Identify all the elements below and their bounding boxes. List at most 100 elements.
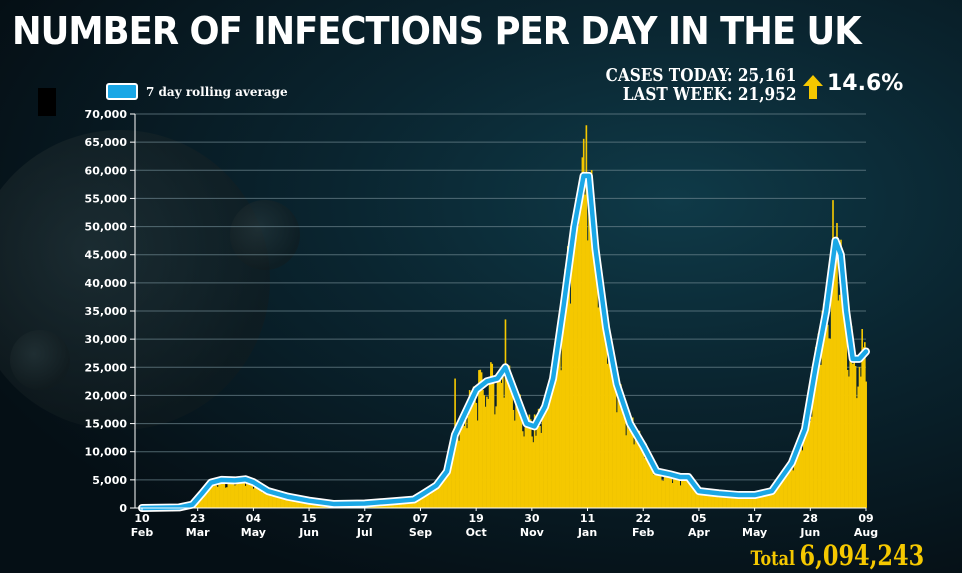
daily-bar [556,357,559,508]
daily-bar [573,208,576,508]
daily-bar [799,433,801,508]
daily-bar [238,483,240,508]
total-value: 6,094,243 [799,539,924,572]
daily-bar [466,428,468,508]
daily-bar [541,416,544,508]
daily-bar [308,502,311,508]
change-percent: 14.6% [827,71,904,96]
daily-bar [850,326,853,508]
x-tick-day: 22 [636,512,651,525]
daily-bar [540,432,543,508]
legend-swatch [106,83,138,100]
daily-bar [670,477,673,508]
daily-bar [564,268,566,508]
daily-bar [565,264,568,508]
daily-bar [219,482,222,508]
daily-bar [426,492,429,508]
daily-bar [471,395,474,508]
x-tick-month: Jul [356,526,373,539]
daily-bar [293,498,296,508]
daily-bar [525,418,528,508]
legend-label: 7 day rolling average [146,84,288,99]
daily-bar [531,436,533,508]
arrow-up-icon [803,75,823,99]
daily-bar [828,338,830,508]
daily-bar [239,482,242,508]
daily-bar [232,481,235,508]
daily-bar [262,492,264,508]
daily-bar [285,494,288,508]
daily-bar [304,500,307,508]
daily-bar [581,157,584,508]
daily-bar [601,317,604,508]
daily-bar [715,494,718,508]
daily-bar [296,497,299,508]
daily-bar [637,441,639,508]
y-tick-label: 10,000 [85,446,128,459]
daily-bar [281,497,284,508]
daily-bar [727,497,730,508]
daily-bar [626,415,629,508]
daily-bar [291,500,293,508]
daily-bar [688,480,691,508]
daily-bar [206,492,208,508]
daily-bar [735,497,738,508]
x-tick-day: 30 [524,512,540,525]
daily-bar [211,481,214,508]
daily-bar [596,274,598,508]
daily-bar [269,493,272,508]
daily-bar [450,454,452,508]
daily-bar [439,484,442,508]
daily-bar [658,471,661,508]
daily-bar [240,478,243,508]
daily-bar [837,300,840,508]
daily-bar [710,491,712,508]
daily-bar [475,402,478,508]
daily-bar [309,502,312,508]
daily-bar [609,354,612,508]
daily-bar [844,307,846,508]
y-tick-label: 25,000 [85,361,128,374]
daily-bar [773,489,776,508]
daily-bar [841,302,844,508]
daily-bar [523,436,525,508]
daily-bar [629,413,631,508]
daily-bar [620,384,622,508]
daily-bar [780,482,783,508]
daily-bar [600,285,602,508]
daily-bar [720,492,723,508]
daily-bar [460,415,463,508]
daily-bar [740,494,743,508]
daily-bar [513,420,516,508]
black-marker [38,88,56,116]
daily-bar [797,447,800,508]
daily-bar [726,494,728,508]
daily-bar [647,463,650,508]
daily-bar [512,409,515,508]
daily-bar [829,338,832,508]
daily-bar [724,495,727,508]
daily-bar [747,494,749,508]
daily-bar [504,319,507,508]
daily-bar [543,410,545,508]
daily-bar [590,170,593,508]
daily-bar [276,495,279,508]
daily-bar [210,480,212,508]
daily-bar [714,494,716,508]
daily-bar [284,495,287,508]
daily-bar [722,492,724,508]
daily-bar [857,386,860,508]
daily-bar [582,138,585,508]
y-tick-label: 45,000 [85,249,128,262]
total-cases: Total 6,094,243 [750,542,924,570]
daily-bar [470,399,472,508]
daily-bar [511,394,513,508]
daily-bar [524,423,527,508]
daily-bar [559,338,561,508]
daily-bar [792,470,795,508]
daily-bar [491,363,494,508]
daily-bar [227,483,230,508]
daily-bar [536,426,539,508]
daily-bar [256,485,259,508]
